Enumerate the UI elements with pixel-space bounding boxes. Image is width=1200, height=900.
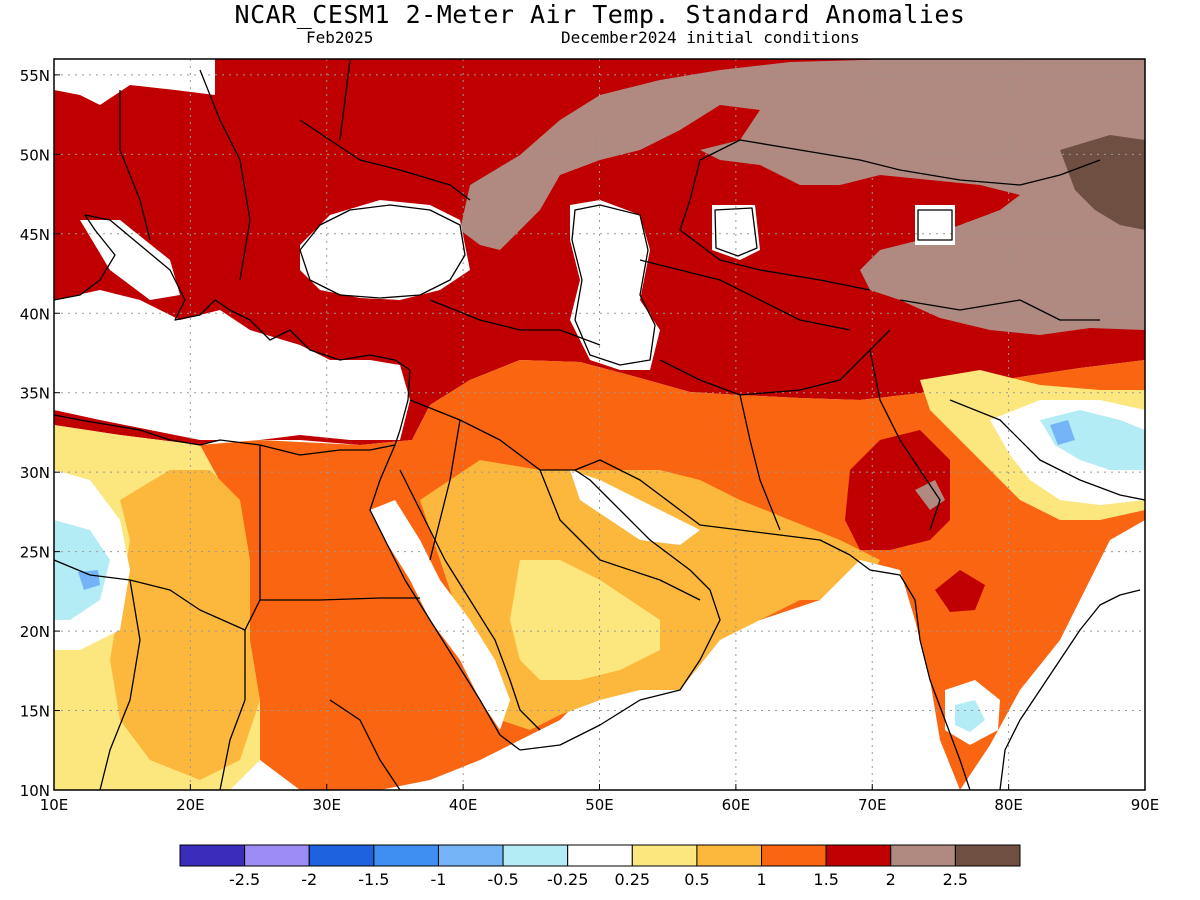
anomaly-region-north-africa-light-orange [110, 470, 260, 780]
coastlines-borders [54, 59, 1145, 790]
anomaly-region-india-red-2 [935, 570, 985, 612]
lake-balkhash [915, 205, 955, 245]
lat-tick-label: 10N [20, 782, 50, 800]
lon-tick-label: 50E [585, 796, 614, 814]
colorbar-swatch [567, 844, 633, 867]
sea-bay-of-bengal [1000, 590, 1145, 790]
lat-tick-label: 50N [20, 146, 50, 164]
sea-mediterranean [54, 290, 410, 440]
colorbar-swatch [761, 844, 827, 867]
colorbar-label: 2 [886, 870, 896, 889]
lon-tick-label: 30E [312, 796, 341, 814]
initial-conditions: December2024 initial conditions [561, 28, 860, 47]
sea-caspian [570, 200, 660, 370]
lat-tick-label: 35N [20, 385, 50, 403]
sea-persian-gulf [570, 470, 700, 545]
lon-tick-label: 60E [722, 796, 751, 814]
colorbar-swatch [890, 844, 956, 867]
lon-tick-label: 90E [1131, 796, 1160, 814]
colorbar-label: -1 [430, 870, 446, 889]
longitude-labels: 10E 20E 30E 40E 50E 60E 70E 80E 90E [40, 796, 1160, 814]
colorbar [179, 844, 1021, 867]
colorbar-swatch [244, 844, 310, 867]
map-title: NCAR_CESM1 2-Meter Air Temp. Standard An… [234, 0, 966, 29]
sea-adriatic [80, 220, 180, 300]
colorbar-label: -2.5 [229, 870, 260, 889]
lon-tick-label: 70E [858, 796, 887, 814]
anomaly-region-tibet-blue [1050, 420, 1075, 445]
colorbar-label: 0.5 [684, 870, 709, 889]
lat-tick-label: 55N [20, 67, 50, 85]
anomaly-field [54, 59, 1145, 790]
sea-red-sea [370, 500, 510, 730]
colorbar-label: -0.5 [487, 870, 518, 889]
valid-month: Feb2025 [306, 28, 374, 47]
lat-tick-label: 45N [20, 226, 50, 244]
lon-tick-label: 20E [176, 796, 205, 814]
sea-black [300, 200, 470, 300]
colorbar-label: 1 [756, 870, 766, 889]
colorbar-swatch [825, 844, 892, 867]
latitude-labels: 10N 15N 20N 25N 30N 35N 40N 45N 50N 55N [20, 67, 50, 800]
lon-tick-label: 40E [449, 796, 478, 814]
anomaly-region-gulf-yellow [510, 560, 660, 680]
lon-tick-label: 10E [40, 796, 69, 814]
axis-ticks [53, 74, 1146, 791]
colorbar-swatch [502, 844, 569, 867]
colorbar-swatch [631, 844, 698, 867]
lon-tick-label: 80E [994, 796, 1023, 814]
colorbar-swatch [696, 844, 763, 867]
lat-tick-label: 25N [20, 544, 50, 562]
colorbar-label: 1.5 [813, 870, 838, 889]
sea-arabian [500, 560, 960, 790]
lat-tick-label: 40N [20, 305, 50, 323]
colorbar-label: 0.25 [614, 870, 650, 889]
colorbar-swatch [308, 844, 375, 867]
grid-lines [54, 59, 1145, 790]
colorbar-swatch [954, 844, 1021, 867]
lat-tick-label: 20N [20, 623, 50, 641]
colorbar-label: -0.25 [547, 870, 588, 889]
lat-tick-label: 30N [20, 464, 50, 482]
colorbar-label: -2 [301, 870, 317, 889]
anomaly-region-central-asia-brown [460, 59, 1145, 335]
colorbar-label: 2.5 [943, 870, 968, 889]
lat-tick-label: 15N [20, 703, 50, 721]
anomaly-region-india-brown [915, 480, 945, 510]
colorbar-label: -1.5 [358, 870, 389, 889]
colorbar-labels: -2.5 -2 -1.5 -1 -0.5 -0.25 0.25 0.5 1 1.5 2 2.5 [229, 870, 968, 889]
sea-aral [712, 205, 760, 260]
colorbar-swatch [179, 844, 246, 867]
colorbar-swatch [373, 844, 439, 867]
anomaly-region-far-east-dark [1060, 135, 1145, 230]
anomaly-region-sahara-cyan [54, 520, 110, 620]
sea-north-baltic [54, 59, 215, 105]
anomaly-region-south-india-cyan [955, 700, 985, 732]
anomaly-region-india-red [845, 430, 950, 550]
colorbar-swatch [437, 844, 504, 867]
